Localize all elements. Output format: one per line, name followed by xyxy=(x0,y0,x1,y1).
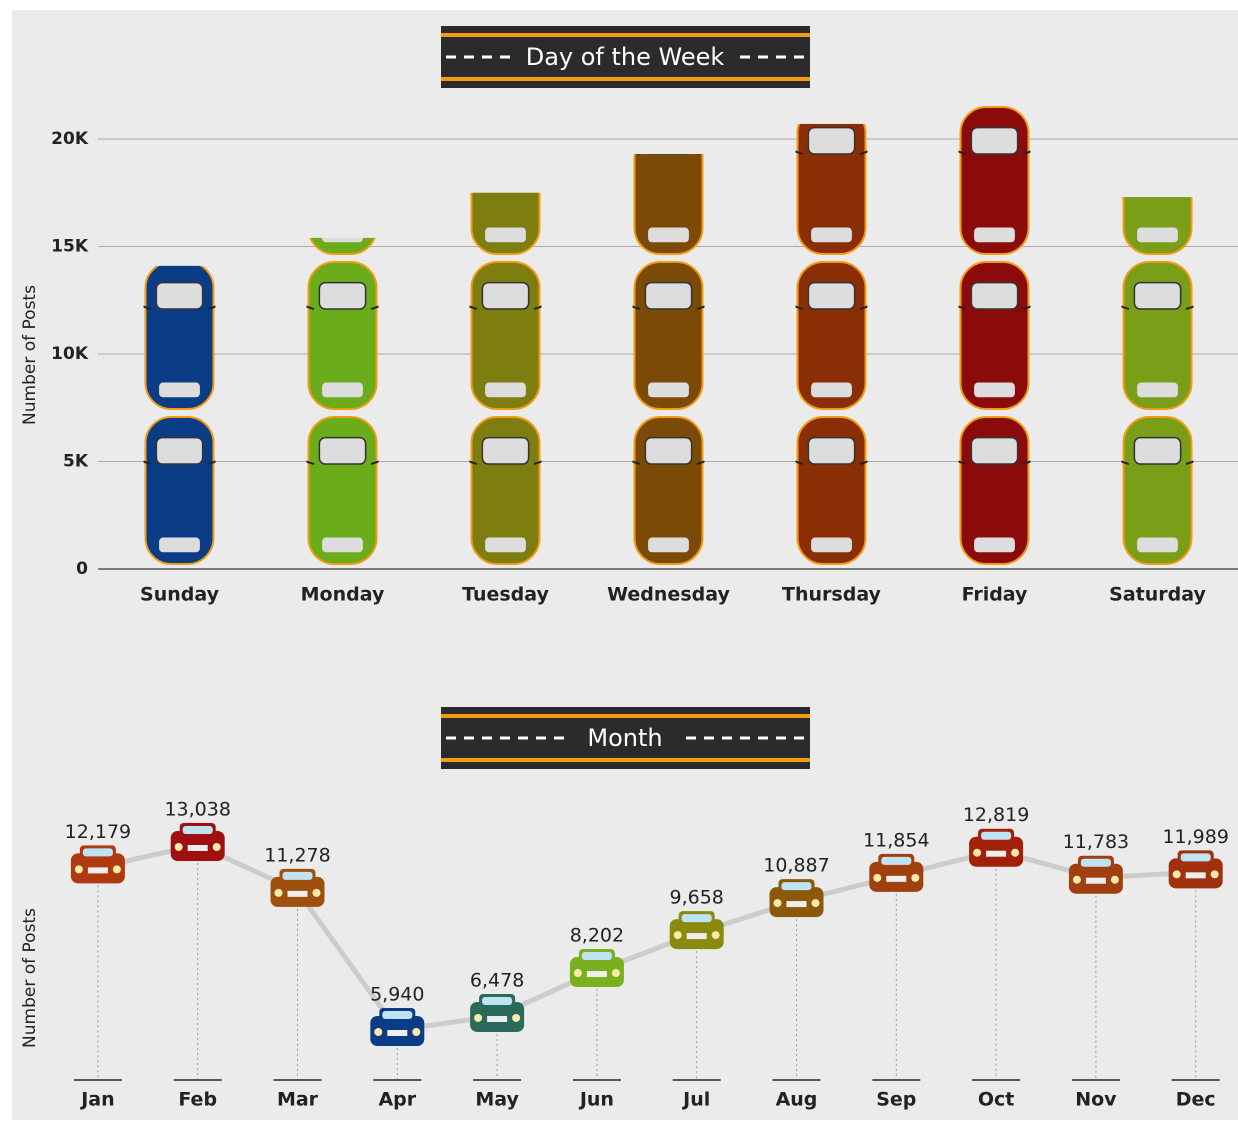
x-tick-label: Wednesday xyxy=(607,584,730,606)
banner: Month xyxy=(441,707,810,769)
x-tick-label: Jul xyxy=(681,1089,710,1111)
bar xyxy=(307,238,379,569)
data-label: 9,658 xyxy=(669,887,723,909)
data-label: 11,278 xyxy=(264,844,330,866)
x-tick-label: Saturday xyxy=(1109,584,1206,606)
y-tick-label: 5K xyxy=(63,452,89,472)
chart: Day of the Week Month Number of Posts Nu… xyxy=(0,0,1238,1125)
x-tick-label: Tuesday xyxy=(462,584,549,606)
x-tick-label: Sunday xyxy=(140,584,220,606)
data-label: 11,783 xyxy=(1063,831,1129,853)
bar xyxy=(959,102,1031,569)
x-tick-label: Dec xyxy=(1176,1089,1216,1111)
x-tick-label: Apr xyxy=(378,1089,416,1111)
x-tick-label: Jan xyxy=(79,1089,114,1111)
bar xyxy=(796,124,868,569)
x-tick-label: Nov xyxy=(1075,1089,1117,1111)
y-axis-label: Number of Posts xyxy=(20,908,40,1048)
data-label: 11,989 xyxy=(1162,826,1228,848)
bar xyxy=(470,193,542,569)
x-tick-label: Friday xyxy=(962,584,1028,606)
y-tick-label: 10K xyxy=(51,344,89,364)
bar xyxy=(633,154,705,569)
data-label: 13,038 xyxy=(164,799,230,821)
data-label: 11,854 xyxy=(863,829,929,851)
y-axis-label: Number of Posts xyxy=(20,285,40,425)
x-tick-label: Jun xyxy=(578,1089,614,1111)
bar xyxy=(1122,197,1194,569)
x-tick-label: Oct xyxy=(978,1089,1015,1111)
chart-title: Day of the Week xyxy=(526,43,725,71)
x-tick-label: Sep xyxy=(876,1089,916,1111)
data-label: 6,478 xyxy=(470,969,524,991)
x-tick-label: Mar xyxy=(277,1089,319,1111)
x-tick-label: Aug xyxy=(776,1089,818,1111)
page: {"chart_data": [ {"type": "pictogram-bar… xyxy=(0,0,1238,1125)
data-label: 8,202 xyxy=(570,925,624,947)
data-label: 12,819 xyxy=(963,804,1029,826)
data-label: 10,887 xyxy=(763,855,829,877)
x-tick-label: Monday xyxy=(301,584,385,606)
data-label: 12,179 xyxy=(65,821,131,843)
x-tick-label: Thursday xyxy=(782,584,882,606)
y-tick-label: 20K xyxy=(51,129,89,149)
y-tick-label: 15K xyxy=(51,237,89,257)
x-tick-label: Feb xyxy=(178,1089,217,1111)
chart-title: Month xyxy=(587,724,662,752)
bar xyxy=(144,266,216,569)
banner: Day of the Week xyxy=(441,26,810,88)
data-label: 5,940 xyxy=(370,984,424,1006)
y-tick-label: 0 xyxy=(76,559,88,579)
x-tick-label: May xyxy=(475,1089,519,1111)
